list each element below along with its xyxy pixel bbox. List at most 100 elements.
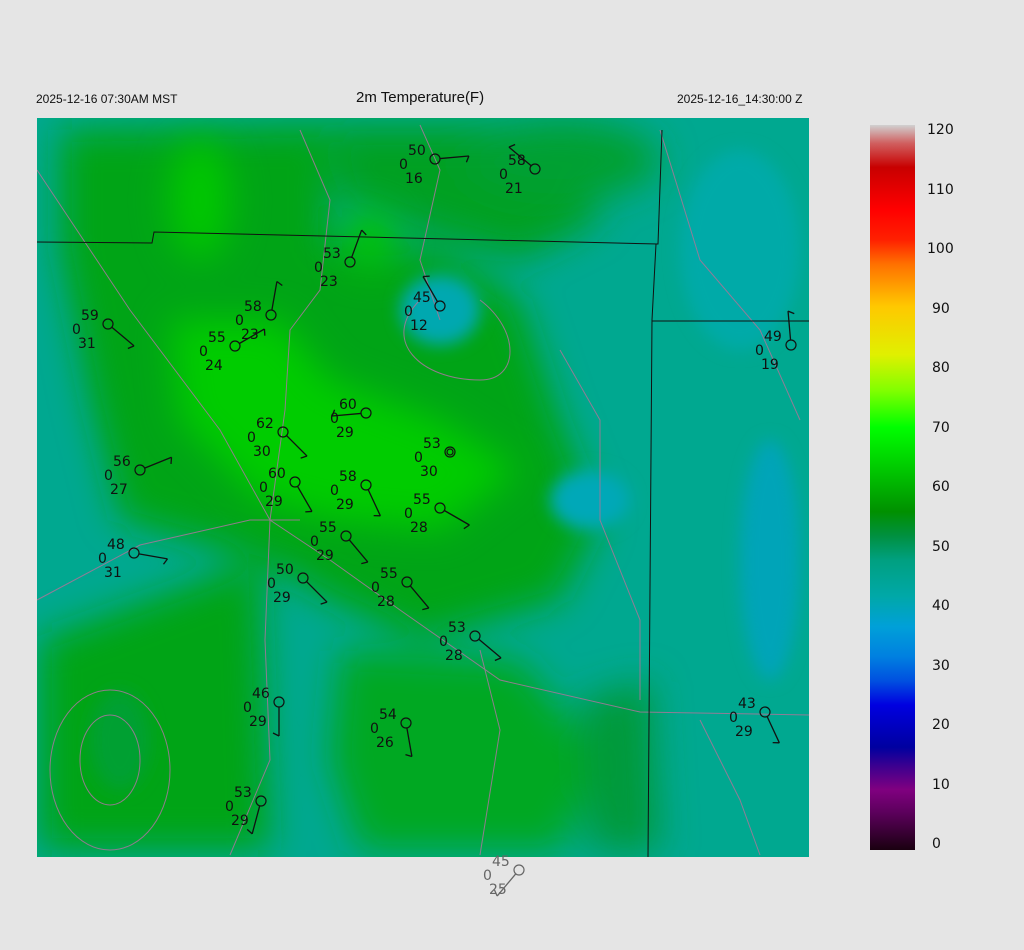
station-temperature: 53: [448, 620, 466, 636]
wind-barb-flag-icon: [361, 229, 367, 236]
station-dewpoint: 29: [249, 714, 267, 730]
station-dewpoint: 29: [336, 425, 354, 441]
calm-wind-icon: [446, 448, 454, 456]
wind-barb-flag-icon: [494, 657, 502, 662]
station-circle-icon: [401, 576, 413, 588]
wind-barb-flag-icon: [300, 455, 308, 459]
station-value: 0: [199, 344, 208, 360]
station-dewpoint: 29: [735, 724, 753, 740]
station-circle-icon: [360, 407, 372, 419]
station-value: 0: [330, 411, 339, 427]
station-temperature: 43: [738, 696, 756, 712]
station-circle-icon: [344, 256, 356, 268]
station-temperature: 48: [107, 537, 125, 553]
station-circle-icon: [434, 502, 446, 514]
station-dewpoint: 16: [405, 171, 423, 187]
wind-barb-icon: [251, 805, 261, 835]
station-value: 0: [371, 580, 380, 596]
station-dewpoint: 29: [336, 497, 354, 513]
station-dewpoint: 28: [410, 520, 428, 536]
station-value: 0: [247, 430, 256, 446]
colorbar-tick-label: 60: [932, 479, 950, 495]
wind-barb-icon: [306, 581, 328, 603]
station-temperature: 46: [252, 686, 270, 702]
wind-barb-icon: [406, 727, 413, 757]
station-value: 0: [225, 799, 234, 815]
station-circle-icon: [340, 530, 352, 542]
wind-barb-icon: [422, 276, 439, 302]
wind-barb-icon: [348, 539, 369, 563]
station-temperature: 62: [256, 416, 274, 432]
station-temperature: 50: [276, 562, 294, 578]
station-dewpoint: 30: [420, 464, 438, 480]
station-value: 0: [243, 700, 252, 716]
map-title: 2m Temperature(F): [356, 89, 485, 106]
wind-barb-icon: [296, 486, 313, 512]
wind-barb-icon: [444, 509, 470, 526]
station-value: 0: [267, 576, 276, 592]
wind-barb-flag-icon: [246, 828, 253, 835]
station-dewpoint: 27: [110, 482, 128, 498]
station-temperature: 60: [339, 397, 357, 413]
wind-barb-icon: [766, 716, 780, 744]
station-circle-icon: [429, 153, 441, 165]
wind-barb-icon: [111, 326, 135, 347]
station-dewpoint: 25: [489, 882, 507, 898]
station-value: 0: [404, 304, 413, 320]
station-temperature: 55: [413, 492, 431, 508]
station-value: 0: [729, 710, 738, 726]
wind-barb-icon: [508, 146, 532, 167]
station-circle-icon: [102, 318, 114, 330]
wind-barb-icon: [367, 489, 381, 517]
station-circle-icon: [128, 547, 140, 559]
wind-barb-icon: [409, 585, 430, 609]
station-dewpoint: 21: [505, 181, 523, 197]
station-value: 0: [399, 157, 408, 173]
wind-barb-icon: [439, 155, 469, 160]
wind-barb-flag-icon: [162, 558, 169, 565]
station-circle-icon: [529, 163, 541, 175]
wind-barb-icon: [787, 311, 792, 341]
station-temperature: 53: [234, 785, 252, 801]
state-boundaries: [37, 129, 809, 857]
wind-barb-icon: [478, 638, 502, 659]
station-dewpoint: 26: [376, 735, 394, 751]
wind-barb-flag-icon: [331, 409, 336, 417]
station-circle-icon: [759, 706, 771, 718]
colorbar-tick-label: 30: [932, 657, 950, 674]
station-dewpoint: 31: [78, 336, 96, 352]
station-dewpoint: 19: [761, 357, 779, 373]
station-temperature: 53: [423, 436, 441, 452]
station-value: 0: [755, 343, 764, 359]
station-temperature: 60: [268, 466, 286, 482]
wind-barb-flag-icon: [465, 155, 470, 163]
station-dewpoint: 24: [205, 358, 223, 374]
station-value: 0: [104, 468, 113, 484]
station-circle-icon: [255, 795, 267, 807]
station-dewpoint: 28: [445, 648, 463, 664]
station-temperature: 58: [508, 153, 526, 169]
wind-barb-flag-icon: [170, 457, 173, 465]
colorbar-tick-label: 40: [932, 598, 950, 614]
station-circle-icon: [360, 479, 372, 491]
station-dewpoint: 29: [316, 548, 334, 564]
station-dewpoint: 23: [320, 274, 338, 290]
station-circle-icon: [434, 300, 446, 312]
station-dewpoint: 31: [104, 565, 122, 581]
